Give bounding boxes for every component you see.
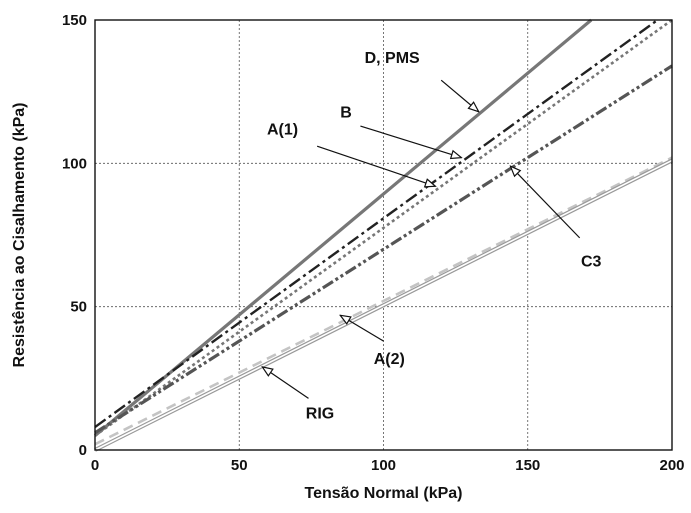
annotation-arrow-c3 <box>510 166 581 239</box>
y-tick-label: 100 <box>62 155 87 172</box>
y-axis-title: Resistência ao Cisalhamento (kPa) <box>11 103 28 368</box>
plot-frame <box>94 19 673 451</box>
series-line-rig-inner <box>94 159 673 451</box>
x-tick-label: 100 <box>371 457 396 474</box>
series-line-b <box>94 19 659 429</box>
series-layer <box>93 18 673 452</box>
tick-labels: 0 50 100 150 200 0 50 100 150 <box>62 12 685 474</box>
annotation-arrow-d-pms <box>440 79 479 112</box>
series-line-c3 <box>94 64 673 435</box>
annotation-arrow-rig <box>262 367 309 399</box>
annotation-label-a-1: A(1) <box>267 122 298 139</box>
annotation-label-rig: RIG <box>306 405 334 422</box>
annotation-label-d-pms: D, PMS <box>365 50 420 67</box>
grid <box>95 20 672 450</box>
x-tick-label: 50 <box>231 457 248 474</box>
series-line-a-2 <box>94 156 673 446</box>
x-axis-title: Tensão Normal (kPa) <box>305 485 463 502</box>
series-line-a-1 <box>94 18 673 437</box>
y-tick-label: 0 <box>79 442 87 459</box>
y-tick-label: 50 <box>70 299 87 316</box>
annotation-label-b: B <box>340 104 352 121</box>
x-tick-label: 200 <box>659 457 684 474</box>
annotations: D, PMS B A(1) C3 A(2) RIG <box>262 50 602 422</box>
annotation-arrow-b <box>360 125 461 158</box>
annotation-arrow-a-2 <box>340 315 384 342</box>
x-tick-label: 0 <box>91 457 99 474</box>
annotation-label-a-2: A(2) <box>374 351 405 368</box>
x-tick-label: 150 <box>515 457 540 474</box>
annotation-label-c3: C3 <box>581 254 602 271</box>
annotation-arrow-a-1 <box>316 145 435 186</box>
y-tick-label: 150 <box>62 12 87 29</box>
